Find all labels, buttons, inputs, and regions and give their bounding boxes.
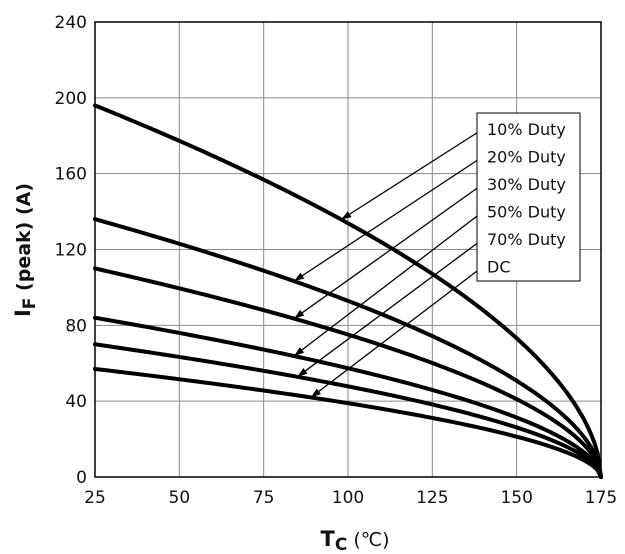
legend-arrow-0 [340, 128, 484, 221]
legend-arrow-5 [310, 265, 484, 398]
series-line-2 [93, 266, 603, 479]
legend-entry-1: 20% Duty [487, 148, 566, 167]
y-tick-label: 200 [55, 89, 87, 109]
legend-entry-5: DC [487, 258, 511, 277]
x-tick-label: 25 [84, 488, 106, 508]
y-tick-label: 120 [55, 241, 87, 261]
legend: 10% Duty 20% Duty 30% Duty 50% Duty 70% Duty… [476, 112, 581, 282]
y-tick-labels: 0 40 80 120 160 200 240 [55, 13, 87, 488]
curves [93, 103, 603, 479]
y-tick-label: 0 [76, 468, 87, 488]
legend-entry-0: 10% Duty [487, 120, 566, 139]
x-tick-label: 150 [500, 488, 532, 508]
arrowhead [294, 309, 305, 319]
arrowhead [294, 347, 305, 357]
x-tick-labels: 25 50 75 100 125 150 175 [84, 488, 617, 508]
legend-arrow-2 [293, 183, 484, 320]
y-axis-label: IF (peak) (A) [11, 183, 40, 317]
series-line-5 [93, 366, 603, 479]
legend-arrows [293, 128, 484, 398]
series-line-1 [93, 217, 603, 479]
series-line-4 [93, 342, 603, 479]
x-tick-label: 75 [253, 488, 275, 508]
legend-arrow-3 [293, 210, 484, 357]
y-tick-label: 240 [55, 13, 87, 33]
arrowhead [341, 211, 352, 220]
x-axis-label: TC (℃) [320, 527, 389, 554]
arrowhead [294, 272, 305, 282]
arrowhead [297, 368, 308, 377]
x-tick-label: 125 [416, 488, 448, 508]
x-tick-label: 100 [332, 488, 364, 508]
y-tick-label: 80 [65, 316, 87, 336]
x-tick-label: 175 [585, 488, 617, 508]
series-line-0 [93, 103, 603, 479]
legend-entry-3: 50% Duty [487, 203, 566, 222]
legend-entry-4: 70% Duty [487, 230, 566, 249]
x-tick-label: 50 [169, 488, 191, 508]
y-tick-label: 160 [55, 165, 87, 185]
arrowhead [310, 388, 321, 398]
y-tick-label: 40 [65, 392, 87, 412]
legend-entry-2: 30% Duty [487, 175, 566, 194]
legend-arrow-4 [297, 238, 484, 378]
plot-frame [94, 21, 602, 478]
legend-arrow-1 [293, 155, 484, 282]
series-line-3 [93, 315, 603, 479]
legend-box [476, 112, 581, 282]
